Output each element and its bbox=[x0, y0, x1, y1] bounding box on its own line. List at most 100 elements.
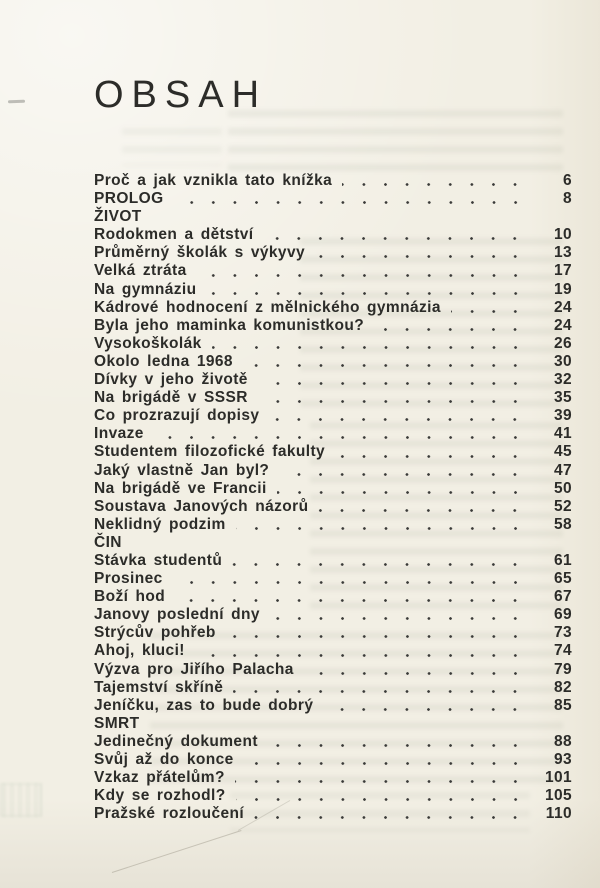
toc-entry-label: Kádrové hodnocení z mělnického gymnázia bbox=[94, 298, 441, 316]
toc-entry: Výzva pro Jiřího Palacha 79 bbox=[94, 660, 572, 679]
dot-leader bbox=[318, 497, 528, 516]
dot-leader bbox=[235, 515, 528, 534]
toc-entry-page-number: 73 bbox=[553, 624, 572, 642]
scratch-line bbox=[111, 829, 242, 873]
dot-leader bbox=[243, 751, 528, 770]
toc-entry: Co prozrazují dopisy 39 bbox=[94, 407, 572, 426]
toc-entry-page-number: 30 bbox=[553, 352, 572, 370]
toc-entry-label: Studentem filozofické fakulty bbox=[94, 443, 326, 461]
toc-entry-page-number: 82 bbox=[553, 678, 572, 696]
toc-entry-page-number: 35 bbox=[553, 389, 572, 407]
toc-entry-page-number: 45 bbox=[553, 443, 572, 461]
toc-section-heading: ŽIVOT bbox=[94, 208, 572, 226]
toc-list: Proč a jak vznikla tato knížka 6 PROLOG 8 ŽI… bbox=[94, 172, 572, 824]
toc-entry-page-number: 67 bbox=[553, 588, 572, 606]
toc-entry-label: Okolo ledna 1968 bbox=[94, 352, 233, 370]
toc-entry: Invaze 41 bbox=[94, 425, 572, 444]
toc-entry-label: Rodokmen a dětství bbox=[94, 226, 254, 244]
toc-entry-page-number: 110 bbox=[545, 805, 572, 823]
toc-entry-page-number: 6 bbox=[562, 172, 572, 189]
toc-entry: Svůj až do konce 93 bbox=[94, 751, 572, 770]
dot-leader bbox=[279, 461, 528, 480]
toc-section-label: ŽIVOT bbox=[94, 208, 142, 226]
dot-leader bbox=[153, 425, 528, 444]
toc-entry: Ahoj, kluci! 74 bbox=[94, 642, 572, 661]
toc-entry-label: Kdy se rozhodl? bbox=[94, 787, 226, 805]
toc-entry: PROLOG 8 bbox=[94, 190, 572, 209]
toc-entry-page-number: 24 bbox=[553, 316, 572, 334]
toc-entry-page-number: 50 bbox=[553, 479, 572, 497]
dot-leader bbox=[269, 407, 528, 426]
dot-leader bbox=[175, 588, 528, 607]
toc-section-heading: SMRT bbox=[94, 715, 572, 733]
dot-leader bbox=[263, 226, 528, 245]
toc-entry-page-number: 58 bbox=[553, 515, 572, 533]
toc-entry: Neklidný podzim 58 bbox=[94, 515, 572, 534]
toc-entry: Pražské rozloučení 110 bbox=[94, 805, 572, 824]
toc-entry-label: Pražské rozloučení bbox=[94, 805, 245, 823]
toc-entry: Průměrný školák s výkyvy 13 bbox=[94, 244, 572, 263]
toc-entry-page-number: 105 bbox=[544, 787, 572, 805]
toc-section-label: SMRT bbox=[94, 714, 140, 732]
toc-entry-page-number: 85 bbox=[553, 696, 572, 714]
dot-leader bbox=[194, 642, 528, 661]
dot-leader bbox=[257, 389, 528, 408]
toc-entry-label: Jaký vlastně Jan byl? bbox=[94, 461, 270, 479]
dot-leader bbox=[173, 190, 528, 209]
toc-entry-page-number: 61 bbox=[553, 551, 572, 569]
toc-entry: Janovy poslední dny 69 bbox=[94, 606, 572, 625]
toc-entry-label: Vzkaz přátelům? bbox=[94, 769, 225, 787]
dot-leader bbox=[172, 570, 528, 589]
dot-leader bbox=[225, 624, 528, 643]
page-edge-mark bbox=[7, 99, 26, 103]
toc-entry-label: Invaze bbox=[94, 425, 144, 443]
toc-entry-label: Co prozrazují dopisy bbox=[94, 407, 260, 425]
toc-entry-label: Průměrný školák s výkyvy bbox=[94, 244, 305, 262]
toc-entry: Vysokoškolák 26 bbox=[94, 334, 572, 353]
toc-entry-page-number: 39 bbox=[553, 407, 572, 425]
toc-entry-page-number: 10 bbox=[553, 226, 572, 244]
toc-entry-page-number: 93 bbox=[553, 751, 572, 768]
toc-entry-page-number: 47 bbox=[553, 461, 572, 479]
toc-entry-page-number: 32 bbox=[553, 371, 572, 389]
toc-entry: Strýcův pohřeb 73 bbox=[94, 624, 572, 643]
toc-entry-label: Na brigádě v SSSR bbox=[94, 389, 248, 407]
toc-entry: Dívky v jeho životě 32 bbox=[94, 371, 572, 390]
toc-entry-page-number: 79 bbox=[553, 660, 572, 678]
dot-leader bbox=[206, 280, 528, 299]
toc-entry: Na brigádě ve Francii 50 bbox=[94, 479, 572, 498]
toc-content: OBSAH Proč a jak vznikla tato knížka 6 PRO… bbox=[94, 74, 572, 824]
dot-leader bbox=[374, 316, 528, 335]
toc-entry-label: Janovy poslední dny bbox=[94, 606, 260, 624]
dot-leader bbox=[335, 443, 528, 462]
toc-entry: Na brigádě v SSSR 35 bbox=[94, 389, 572, 408]
toc-entry-page-number: 69 bbox=[553, 606, 572, 624]
toc-entry-label: Soustava Janových názorů bbox=[94, 497, 309, 515]
toc-entry-label: Svůj až do konce bbox=[94, 751, 234, 768]
toc-entry: Okolo ledna 1968 30 bbox=[94, 352, 572, 372]
dot-leader bbox=[211, 334, 528, 353]
dot-leader bbox=[234, 769, 528, 788]
faded-stamp bbox=[0, 783, 42, 817]
toc-entry: Prosinec 65 bbox=[94, 570, 572, 589]
toc-entry-label: Neklidný podzim bbox=[94, 515, 226, 533]
toc-entry-page-number: 65 bbox=[553, 570, 572, 588]
page-title: OBSAH bbox=[94, 74, 268, 116]
toc-entry-page-number: 74 bbox=[553, 642, 572, 660]
toc-entry: Stávka studentů 61 bbox=[94, 551, 572, 571]
toc-entry-page-number: 101 bbox=[544, 769, 572, 787]
toc-entry-label: Vysokoškolák bbox=[94, 334, 202, 352]
toc-entry-page-number: 41 bbox=[553, 425, 572, 443]
toc-entry-label: Velká ztráta bbox=[94, 262, 187, 280]
toc-entry-page-number: 19 bbox=[553, 280, 572, 298]
dot-leader bbox=[257, 371, 528, 390]
dot-leader bbox=[233, 678, 528, 697]
toc-entry-page-number: 17 bbox=[553, 262, 572, 280]
toc-entry: Soustava Janových názorů 52 bbox=[94, 497, 572, 516]
dot-leader bbox=[314, 244, 528, 263]
dot-leader bbox=[450, 298, 528, 317]
toc-entry: Rodokmen a dětství 10 bbox=[94, 226, 572, 245]
toc-entry: Jeníčku, zas to bude dobrý 85 bbox=[94, 696, 572, 715]
toc-entry: Vzkaz přátelům? 101 bbox=[94, 769, 572, 788]
